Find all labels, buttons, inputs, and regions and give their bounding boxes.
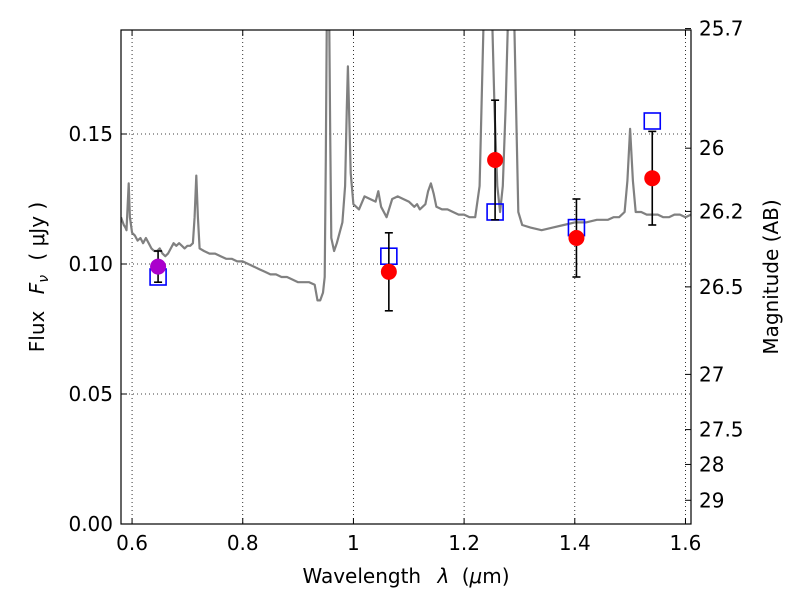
x-axis-title-unit-mu: μ (469, 564, 483, 588)
x-tick-label: 1.4 (559, 531, 591, 555)
x-tick-label: 0.6 (116, 531, 148, 555)
model-point (643, 112, 662, 130)
y-axis-title-subscript: ν (36, 275, 52, 283)
plot-frame (120, 29, 692, 525)
y-axis-title: Flux Fν ( μJy ) (25, 202, 53, 352)
y-tick-label: 0.00 (68, 512, 113, 536)
y2-tick-label: 27.5 (699, 418, 744, 442)
y2-tick-label: 27 (699, 362, 724, 386)
y-tick-label: 0.10 (68, 252, 113, 276)
spectrum-line (121, 30, 691, 302)
y-axis-title-symbol: F (25, 282, 49, 294)
x-axis-title-main: Wavelength (302, 564, 421, 588)
observed-point (150, 258, 167, 275)
y2-tick-label: 26.5 (699, 275, 744, 299)
x-tick-label: 1 (347, 531, 360, 555)
marks-layer (149, 99, 662, 312)
grid-layer (121, 30, 691, 525)
x-axis-title-unit-rest: m) (482, 564, 509, 588)
y2-tick-label: 25.7 (699, 17, 744, 41)
x-axis-title: Wavelength λ (μm) (302, 564, 509, 588)
spectrum-layer (121, 30, 691, 302)
y2-tick-label: 28 (699, 452, 724, 476)
y2-tick-label: 29 (699, 488, 724, 512)
y-tick-label: 0.15 (68, 122, 113, 146)
y2-tick-label: 26.2 (699, 199, 744, 223)
ticks-layer: 0.6 0.8 1 1.2 1.4 1.6 0.00 0.05 0.10 0.15 25.7 26 26… (68, 17, 743, 555)
observed-point (487, 152, 504, 168)
observed-point (644, 170, 661, 187)
y-tick-label: 0.05 (68, 382, 113, 406)
x-tick-label: 0.8 (227, 531, 259, 555)
y2-tick-label: 26 (699, 136, 724, 160)
y-axis-title-main: Flux (25, 310, 49, 352)
x-tick-label: 1.2 (448, 531, 480, 555)
x-tick-label: 1.6 (670, 531, 702, 555)
x-axis-title-symbol: λ (436, 564, 449, 588)
y2-axis-title: Magnitude (AB) (759, 199, 783, 354)
observed-point (380, 263, 397, 280)
y-axis-title-unit: ( μJy ) (25, 202, 49, 261)
x-axis-title-unit-open: ( (462, 564, 470, 588)
observed-point (568, 230, 585, 246)
